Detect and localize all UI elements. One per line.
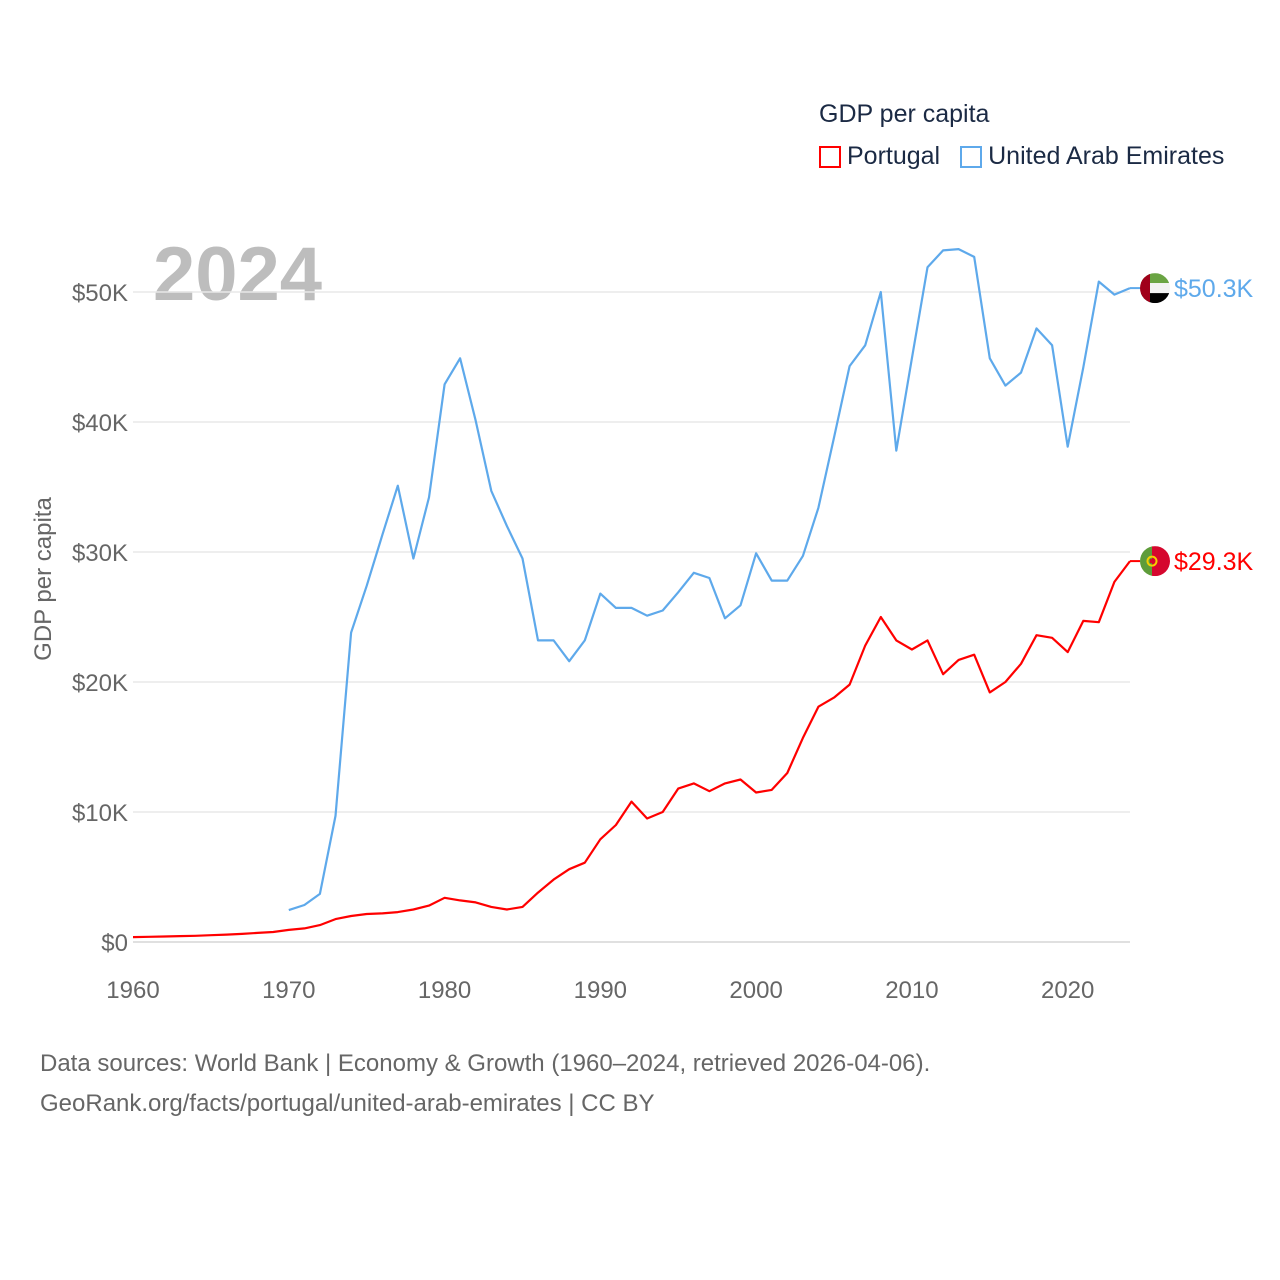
year-watermark: 2024 xyxy=(153,232,322,317)
x-tick-label: 1970 xyxy=(262,977,315,1004)
legend-title: GDP per capita xyxy=(819,100,990,128)
footer: Data sources: World Bank | Economy & Gro… xyxy=(40,1044,930,1124)
x-tick-label: 1980 xyxy=(418,977,471,1004)
x-tick-label: 1990 xyxy=(574,977,627,1004)
legend-label-uae: United Arab Emirates xyxy=(988,142,1225,170)
y-tick-label: $20K xyxy=(72,670,128,697)
portugal-flag-icon xyxy=(1140,546,1170,577)
attribution-link[interactable]: GeoRank.org/facts/portugal/united-arab-e… xyxy=(40,1090,655,1117)
legend: Portugal United Arab Emirates xyxy=(819,142,1224,171)
x-tick-label: 1960 xyxy=(106,977,159,1004)
y-tick-label: $0 xyxy=(101,930,128,957)
legend-item-portugal[interactable]: Portugal xyxy=(819,142,940,171)
legend-item-uae[interactable]: United Arab Emirates xyxy=(960,142,1224,171)
end-value-label: $50.3K xyxy=(1174,275,1254,303)
legend-swatch-portugal xyxy=(819,145,841,168)
uae-flag-icon xyxy=(1140,273,1170,304)
data-source-text: Data sources: World Bank | Economy & Gro… xyxy=(40,1050,931,1077)
x-tick-label: 2020 xyxy=(1041,977,1094,1004)
x-tick-label: 2010 xyxy=(885,977,938,1004)
legend-swatch-uae xyxy=(960,145,983,168)
legend-label-portugal: Portugal xyxy=(847,142,941,170)
x-tick-label: 2000 xyxy=(729,977,782,1004)
y-tick-label: $40K xyxy=(72,410,128,437)
end-value-label: $29.3K xyxy=(1174,548,1254,576)
y-tick-label: $30K xyxy=(72,540,128,567)
series-line-uae xyxy=(288,248,1131,912)
y-axis-label: GDP per capita xyxy=(30,497,57,661)
y-tick-label: $10K xyxy=(72,800,128,827)
y-tick-label: $50K xyxy=(72,280,128,307)
series-line-portugal xyxy=(132,560,1131,939)
